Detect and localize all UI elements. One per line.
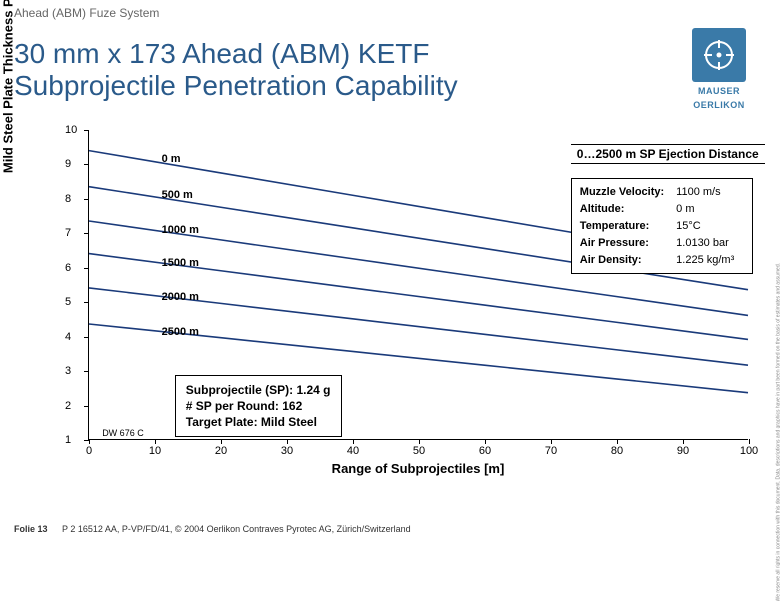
title-line2: Subprojectile Penetration Capability <box>14 70 458 101</box>
dw-label: DW 676 C <box>102 428 144 438</box>
y-tick-mark <box>84 406 89 407</box>
y-tick-label: 3 <box>65 365 71 377</box>
y-tick-mark <box>84 268 89 269</box>
param-key: Muzzle Velocity: <box>580 185 674 200</box>
y-tick-mark <box>84 233 89 234</box>
subprojectile-info-box: Subprojectile (SP): 1.24 g# SP per Round… <box>175 375 342 438</box>
y-tick-label: 10 <box>65 124 77 136</box>
curve-label: 500 m <box>162 189 193 201</box>
logo-brand1: MAUSER <box>674 86 764 96</box>
x-tick-label: 10 <box>149 445 161 457</box>
x-tick-label: 40 <box>347 445 359 457</box>
curve-label: 1000 m <box>162 224 199 236</box>
param-value: 1100 m/s <box>676 185 744 200</box>
footer: Folie 13 P 2 16512 AA, P-VP/FD/41, © 200… <box>14 524 411 534</box>
y-tick-mark <box>84 302 89 303</box>
footer-copyright: P 2 16512 AA, P-VP/FD/41, © 2004 Oerliko… <box>62 524 411 534</box>
y-tick-mark <box>84 337 89 338</box>
x-tick-label: 30 <box>281 445 293 457</box>
x-tick-mark <box>287 439 288 444</box>
x-tick-label: 100 <box>740 445 758 457</box>
curve-label: 2500 m <box>162 326 199 338</box>
header-text: Ahead (ABM) Fuze System <box>14 6 159 20</box>
y-tick-label: 6 <box>65 262 71 274</box>
title-line1: 30 mm x 173 Ahead (ABM) KETF <box>14 38 430 69</box>
x-tick-label: 70 <box>545 445 557 457</box>
x-tick-label: 80 <box>611 445 623 457</box>
y-tick-label: 5 <box>65 296 71 308</box>
brand-logo: MAUSER OERLIKON <box>674 28 764 108</box>
ejection-distance-title: 0…2500 m SP Ejection Distance <box>571 144 765 164</box>
curve-label: 1500 m <box>162 257 199 269</box>
x-tick-mark <box>353 439 354 444</box>
param-key: Air Pressure: <box>580 236 674 251</box>
sp-box-line: Subprojectile (SP): 1.24 g <box>186 382 331 398</box>
params-box: Muzzle Velocity:1100 m/sAltitude:0 mTemp… <box>571 178 753 274</box>
x-tick-label: 0 <box>86 445 92 457</box>
y-tick-label: 9 <box>65 158 71 170</box>
y-tick-mark <box>84 130 89 131</box>
x-tick-label: 60 <box>479 445 491 457</box>
x-tick-mark <box>89 439 90 444</box>
x-tick-label: 50 <box>413 445 425 457</box>
param-value: 1.0130 bar <box>676 236 744 251</box>
logo-brand2: OERLIKON <box>674 100 764 110</box>
x-tick-mark <box>749 439 750 444</box>
y-tick-mark <box>84 164 89 165</box>
x-tick-mark <box>155 439 156 444</box>
sp-box-line: # SP per Round: 162 <box>186 398 331 414</box>
x-tick-mark <box>617 439 618 444</box>
plot-area: 1234567891001020304050607080901000 m500 … <box>88 130 748 440</box>
param-key: Temperature: <box>580 219 674 234</box>
x-tick-mark <box>683 439 684 444</box>
param-key: Air Density: <box>580 253 674 268</box>
page-title: 30 mm x 173 Ahead (ABM) KETF Subprojecti… <box>14 38 458 102</box>
side-disclaimer: We reserve all rights in connection with… <box>775 263 780 601</box>
param-value: 1.225 kg/m³ <box>676 253 744 268</box>
x-tick-label: 90 <box>677 445 689 457</box>
x-axis-label: Range of Subprojectiles [m] <box>332 461 505 476</box>
chart: Mild Steel Plate Thickness Penetrated [m… <box>40 130 760 470</box>
y-tick-mark <box>84 199 89 200</box>
slide-number: Folie 13 <box>14 524 48 534</box>
x-tick-label: 20 <box>215 445 227 457</box>
y-tick-label: 7 <box>65 227 71 239</box>
sp-box-line: Target Plate: Mild Steel <box>186 414 331 430</box>
y-tick-mark <box>84 371 89 372</box>
y-tick-label: 8 <box>65 193 71 205</box>
y-axis-label: Mild Steel Plate Thickness Penetrated [m… <box>1 0 16 173</box>
x-tick-mark <box>221 439 222 444</box>
x-tick-mark <box>551 439 552 444</box>
param-value: 15°C <box>676 219 744 234</box>
param-key: Altitude: <box>580 202 674 217</box>
x-tick-mark <box>419 439 420 444</box>
logo-icon <box>692 28 746 82</box>
param-value: 0 m <box>676 202 744 217</box>
curve-label: 2000 m <box>162 291 199 303</box>
curve-label: 0 m <box>162 153 181 165</box>
y-tick-label: 1 <box>65 434 71 446</box>
y-tick-label: 4 <box>65 331 71 343</box>
y-tick-label: 2 <box>65 400 71 412</box>
x-tick-mark <box>485 439 486 444</box>
